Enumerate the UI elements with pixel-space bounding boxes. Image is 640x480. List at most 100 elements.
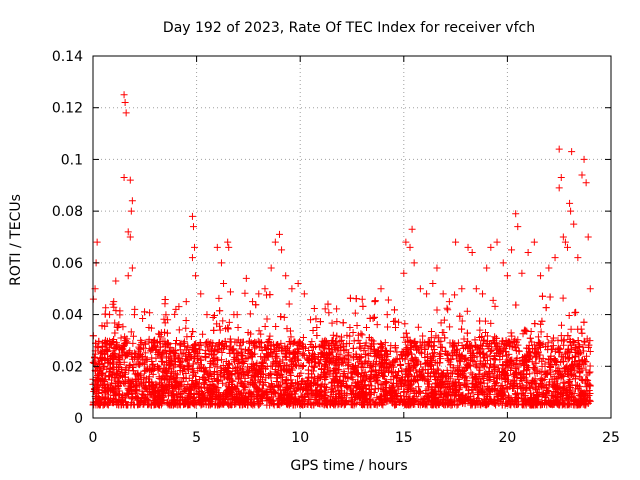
data-point bbox=[253, 370, 261, 378]
data-point bbox=[209, 339, 217, 347]
data-point bbox=[529, 376, 537, 384]
data-point bbox=[237, 345, 245, 353]
data-point bbox=[117, 371, 125, 379]
data-point bbox=[108, 385, 116, 393]
data-point bbox=[304, 401, 312, 409]
data-point bbox=[358, 295, 366, 303]
data-point bbox=[309, 349, 317, 357]
data-point bbox=[344, 365, 352, 373]
data-point bbox=[199, 330, 207, 338]
data-point bbox=[114, 382, 122, 390]
data-point bbox=[210, 350, 218, 358]
data-point bbox=[176, 341, 184, 349]
data-point bbox=[184, 342, 192, 350]
data-point bbox=[115, 391, 123, 399]
data-point bbox=[370, 313, 378, 321]
data-point bbox=[427, 334, 435, 342]
data-point bbox=[427, 354, 435, 362]
data-point bbox=[148, 354, 156, 362]
data-point bbox=[255, 379, 263, 387]
data-point bbox=[216, 307, 224, 315]
data-point bbox=[546, 293, 554, 301]
data-point bbox=[485, 364, 493, 372]
data-point bbox=[555, 364, 563, 372]
data-point bbox=[285, 338, 293, 346]
data-point bbox=[294, 373, 302, 381]
data-point bbox=[522, 377, 530, 385]
data-point bbox=[486, 353, 494, 361]
data-point bbox=[321, 376, 329, 384]
data-point bbox=[472, 361, 480, 369]
data-point bbox=[462, 363, 470, 371]
data-point bbox=[192, 400, 200, 408]
data-point bbox=[344, 374, 352, 382]
data-point bbox=[533, 345, 541, 353]
data-point bbox=[378, 363, 386, 371]
data-point bbox=[257, 353, 265, 361]
data-point bbox=[372, 372, 380, 380]
data-point bbox=[586, 362, 594, 370]
data-point bbox=[366, 374, 374, 382]
data-point bbox=[210, 311, 218, 319]
data-point bbox=[421, 360, 429, 368]
data-point bbox=[153, 362, 161, 370]
data-point bbox=[110, 366, 118, 374]
data-point bbox=[310, 305, 318, 313]
data-point bbox=[141, 349, 149, 357]
data-point bbox=[563, 386, 571, 394]
data-point bbox=[173, 371, 181, 379]
data-point bbox=[171, 310, 179, 318]
data-point bbox=[190, 341, 198, 349]
data-point bbox=[227, 343, 235, 351]
data-point bbox=[383, 350, 391, 358]
data-point bbox=[357, 345, 365, 353]
data-point bbox=[249, 339, 257, 347]
data-point bbox=[280, 362, 288, 370]
data-point bbox=[528, 379, 536, 387]
data-point bbox=[128, 387, 136, 395]
data-point bbox=[427, 328, 435, 336]
data-point bbox=[115, 354, 123, 362]
data-point bbox=[310, 344, 318, 352]
data-point bbox=[236, 338, 244, 346]
data-point bbox=[112, 342, 120, 350]
data-point bbox=[299, 334, 307, 342]
data-point bbox=[488, 346, 496, 354]
data-point bbox=[111, 329, 119, 337]
data-point bbox=[207, 388, 215, 396]
data-point bbox=[517, 394, 525, 402]
data-point bbox=[474, 345, 482, 353]
data-point bbox=[118, 346, 126, 354]
data-point bbox=[94, 344, 102, 352]
data-point bbox=[512, 365, 520, 373]
data-point bbox=[579, 397, 587, 405]
data-point bbox=[257, 330, 265, 338]
data-point bbox=[129, 332, 137, 340]
data-point bbox=[405, 364, 413, 372]
data-point bbox=[443, 304, 451, 312]
data-point bbox=[400, 333, 408, 341]
data-point bbox=[126, 361, 134, 369]
data-point bbox=[265, 372, 273, 380]
data-points bbox=[89, 91, 594, 409]
data-point bbox=[317, 356, 325, 364]
data-point bbox=[545, 356, 553, 364]
data-point bbox=[559, 385, 567, 393]
data-point bbox=[402, 348, 410, 356]
data-point bbox=[315, 360, 323, 368]
data-point bbox=[458, 317, 466, 325]
data-point bbox=[268, 382, 276, 390]
data-point bbox=[372, 351, 380, 359]
data-point bbox=[299, 350, 307, 358]
data-point bbox=[233, 349, 241, 357]
data-point bbox=[162, 311, 170, 319]
data-point bbox=[206, 381, 214, 389]
data-point bbox=[122, 364, 130, 372]
data-point bbox=[266, 291, 274, 299]
data-point bbox=[286, 356, 294, 364]
data-point bbox=[402, 329, 410, 337]
data-point bbox=[130, 401, 138, 409]
data-point bbox=[404, 386, 412, 394]
data-point bbox=[245, 347, 253, 355]
data-point bbox=[572, 308, 580, 316]
